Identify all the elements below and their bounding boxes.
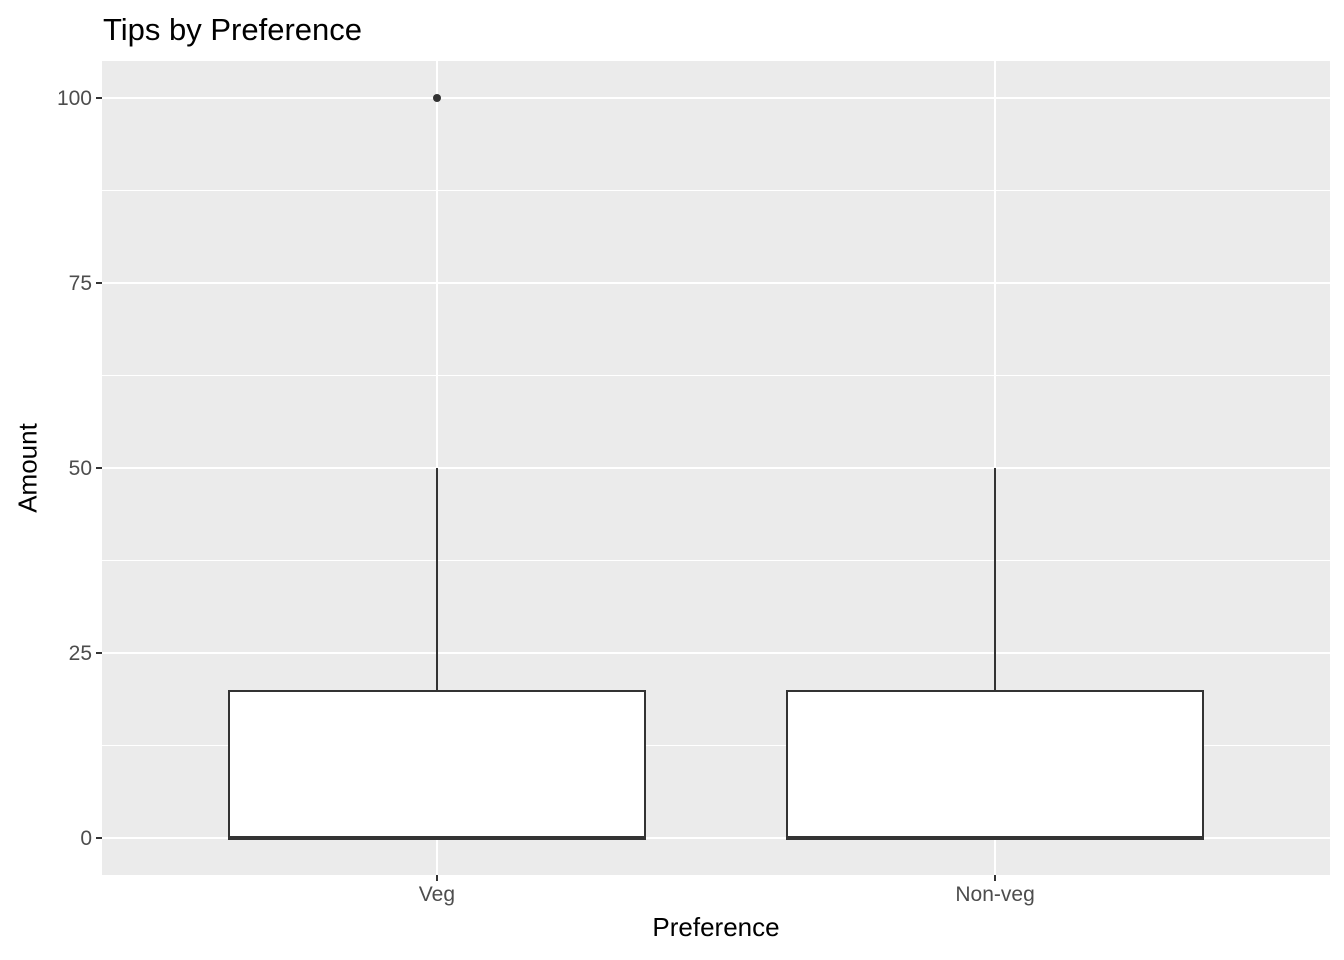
- gridline-minor: [102, 745, 1330, 746]
- x-axis-tick: [994, 875, 997, 881]
- boxplot-box: [785, 690, 1205, 838]
- x-axis-tick: [435, 875, 438, 881]
- boxplot-median-line: [785, 836, 1205, 840]
- gridline-minor: [102, 190, 1330, 191]
- boxplot-median-line: [227, 836, 647, 840]
- boxplot-upper-whisker: [994, 468, 997, 690]
- y-axis-tick: [96, 652, 102, 654]
- x-axis-title: Preference: [652, 912, 780, 942]
- gridline-major: [102, 282, 1330, 284]
- y-axis-tick: [96, 97, 102, 99]
- y-axis-tick: [96, 282, 102, 284]
- y-axis-tick: [96, 837, 102, 839]
- boxplot-box: [227, 690, 647, 838]
- x-tick-label: Non-veg: [955, 883, 1035, 906]
- gridline-major: [102, 97, 1330, 99]
- y-tick-label: 75: [68, 271, 92, 295]
- boxplot-upper-whisker: [435, 468, 438, 690]
- outlier-point: [432, 94, 441, 102]
- gridline-minor: [102, 375, 1330, 376]
- y-axis-tick: [96, 467, 102, 469]
- chart-title: Tips by Preference: [103, 12, 363, 47]
- y-tick-label: 100: [56, 86, 92, 110]
- y-tick-label: 25: [68, 641, 92, 665]
- y-tick-label: 50: [68, 456, 92, 480]
- gridline-major: [102, 652, 1330, 654]
- gridline-major: [102, 837, 1330, 839]
- gridline-major: [102, 467, 1330, 469]
- x-tick-label: Veg: [418, 883, 456, 906]
- y-tick-label: 0: [80, 826, 92, 850]
- gridline-minor: [102, 560, 1330, 561]
